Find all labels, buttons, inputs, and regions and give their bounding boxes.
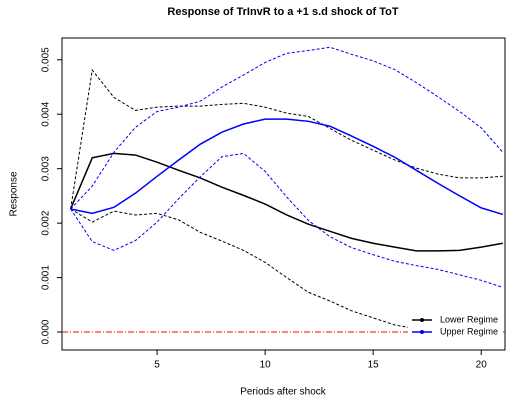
x-tick-label: 20 bbox=[476, 360, 488, 371]
response-line bbox=[69, 152, 503, 252]
x-tick-label: 10 bbox=[260, 360, 272, 371]
confidence-band bbox=[70, 152, 503, 288]
legend-marker bbox=[420, 330, 424, 334]
y-tick-label: 0.005 bbox=[41, 47, 52, 72]
legend-label: Upper Regime bbox=[440, 326, 498, 336]
y-tick-label: 0.002 bbox=[41, 210, 52, 235]
confidence-band bbox=[70, 46, 504, 210]
y-axis-label: Response bbox=[9, 171, 20, 216]
legend-marker bbox=[420, 318, 424, 322]
x-tick-label: 15 bbox=[368, 360, 380, 371]
y-tick-label: 0.000 bbox=[41, 319, 52, 344]
x-axis-label: Periods after shock bbox=[240, 387, 327, 398]
y-tick-label: 0.001 bbox=[41, 265, 52, 290]
response-line bbox=[70, 118, 504, 216]
y-tick-label: 0.004 bbox=[41, 101, 52, 126]
confidence-band bbox=[70, 68, 503, 210]
legend-label: Lower Regime bbox=[440, 314, 498, 324]
x-tick-label: 5 bbox=[154, 360, 160, 371]
legend-box bbox=[408, 313, 503, 339]
y-tick-label: 0.003 bbox=[41, 156, 52, 181]
plot-frame bbox=[61, 37, 506, 351]
chart-title: Response of TrInvR to a +1 s.d shock of … bbox=[167, 6, 398, 18]
